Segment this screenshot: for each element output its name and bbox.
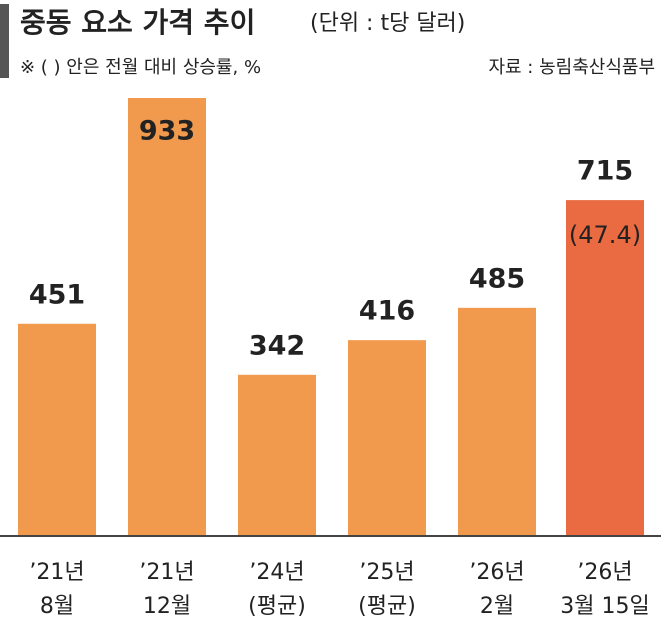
x-tick-label: ’26년 3월 15일 [560,560,649,619]
x-tick-label: ’24년 (평균) [248,560,306,619]
x-tick-label: ’21년 8월 [29,560,84,619]
value-label: 715 [577,156,633,187]
value-label: 933 [139,116,195,147]
change-label: (47.4) [569,221,641,249]
value-label: 342 [249,330,305,361]
chart-title: 중동 요소 가격 추이 [20,6,255,39]
source: 자료 : 농림축산식품부 [488,57,655,78]
bar [458,307,536,535]
bar [566,200,644,535]
value-label: 416 [359,296,415,327]
value-label: 451 [29,279,85,310]
x-tick-label: ’21년 12월 [139,560,194,619]
bar [18,323,96,535]
x-tick-label: ’25년 (평균) [358,560,416,619]
bar [348,340,426,535]
bar [238,374,316,535]
x-tick-label: ’26년 2월 [469,560,524,619]
chart-subtitle: (단위 : t당 달러) [310,11,465,36]
bar [128,98,206,535]
title-accent [0,4,9,78]
note: ※ ( ) 안은 전월 대비 상승률, % [20,57,261,78]
value-label: 485 [469,263,525,294]
